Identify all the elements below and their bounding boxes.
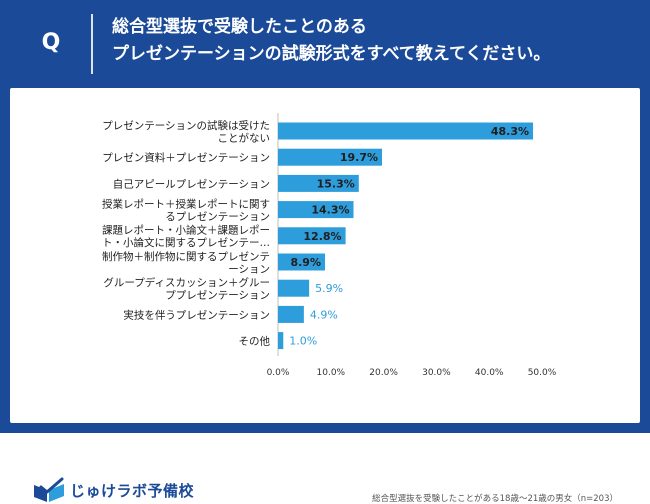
category-label: プレゼンテーションの試験は受けた <box>102 119 270 132</box>
category-label: ププレゼンテーション <box>165 289 270 301</box>
chart-panel: プレゼンテーションの試験は受けた ことがない 48.3% プレゼン資料＋プレゼンテーシ… <box>10 88 640 504</box>
bar <box>278 201 354 219</box>
category-label: ーション <box>228 263 270 275</box>
value-label: 15.3% <box>317 177 355 190</box>
header-divider <box>91 14 93 74</box>
category-label: グループディスカッション＋グルー <box>103 276 270 289</box>
question-line-1: 総合型選抜で受験したことのある <box>112 17 367 37</box>
category-label: ことがない <box>218 131 271 144</box>
brand-name: じゅけラボ予備校 <box>70 481 195 500</box>
category-label: ト・小論文に関するプレゼンテー… <box>102 236 270 249</box>
category-label: 課題レポート・小論文＋課題レポー <box>102 224 270 237</box>
bar <box>278 332 284 350</box>
value-label: 12.8% <box>303 230 341 243</box>
bar <box>278 122 534 140</box>
value-label: 48.3% <box>491 125 529 138</box>
sample-footnote: 総合型選抜を受験したことがある18歳〜21歳の男女（n=203） <box>372 494 618 504</box>
bar <box>278 305 304 323</box>
bar <box>278 227 346 245</box>
category-label: 授業レポート＋授業レポートに関す <box>102 197 270 210</box>
bar <box>278 253 325 271</box>
value-label: 8.9% <box>290 256 321 269</box>
question-title: 総合型選抜で受験したことのある プレゼンテーションの試験形式をすべて教えてくださ… <box>112 14 637 68</box>
value-label: 14.3% <box>311 204 349 217</box>
x-tick-label: 30.0% <box>422 368 451 378</box>
bar <box>278 174 359 192</box>
x-tick-label: 20.0% <box>369 368 398 378</box>
category-label: 自己アピールプレゼンテーション <box>113 177 270 190</box>
value-label: 1.0% <box>289 335 317 348</box>
value-label: 19.7% <box>340 151 378 164</box>
book-check-icon <box>34 477 64 502</box>
category-label: 実技を伴うプレゼンテーション <box>123 308 270 321</box>
bar <box>278 148 383 166</box>
bar <box>278 279 310 297</box>
question-line-2: プレゼンテーションの試験形式をすべて教えてください。 <box>112 44 551 64</box>
category-label: プレゼン資料＋プレゼンテーション <box>102 151 270 164</box>
value-label: 5.9% <box>315 282 343 295</box>
x-tick-label: 40.0% <box>475 368 504 378</box>
question-header: Q 総合型選抜で受験したことのある プレゼンテーションの試験形式をすべて教えてく… <box>0 0 650 86</box>
x-tick-label: 50.0% <box>528 368 557 378</box>
x-tick-label: 0.0% <box>267 368 290 378</box>
category-label: 制作物＋制作物に関するプレゼンテ <box>102 250 270 263</box>
category-label: るプレゼンテーション <box>165 211 270 223</box>
brand-logo: じゅけラボ予備校 <box>32 477 194 503</box>
category-label: その他 <box>239 335 271 348</box>
value-label: 4.9% <box>310 308 338 321</box>
x-tick-label: 10.0% <box>317 368 346 378</box>
q-label: Q <box>41 30 61 55</box>
